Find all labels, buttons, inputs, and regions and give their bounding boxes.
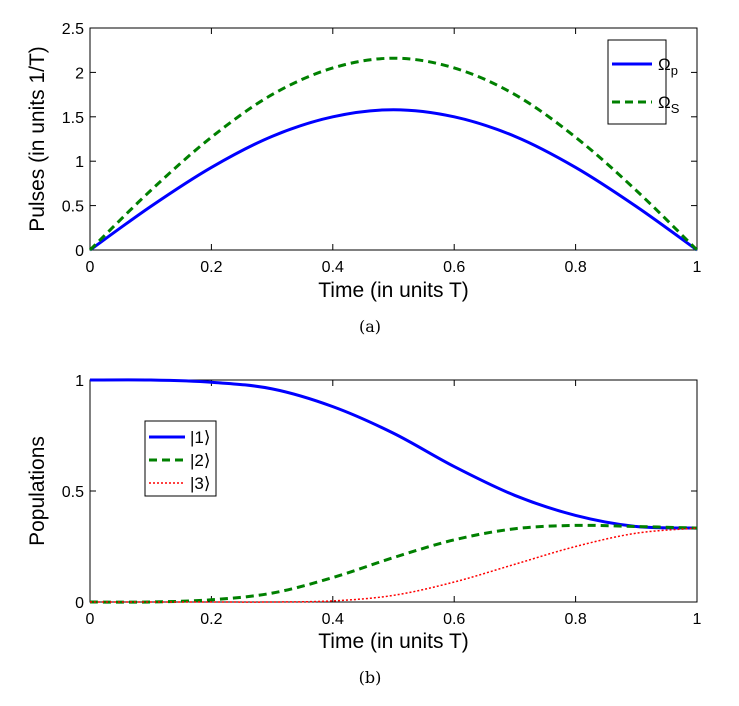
- panel-a-x-tick-label: 0: [86, 259, 95, 276]
- panel-b-y-tick-label: 1: [75, 373, 84, 390]
- panel-a-y-axis-label: Pulses (in units 1/T): [26, 46, 49, 232]
- panel-a-y-tick-label: 1: [75, 154, 84, 171]
- panel-a-y-tick-label: 2.5: [62, 21, 84, 38]
- panel-a-y-tick-label: 0.5: [62, 199, 84, 216]
- panel-b-legend-label: |1⟩: [190, 428, 211, 447]
- panel-a-x-tick-label: 0.4: [322, 259, 344, 276]
- panel-a: 0 0.2 0.4 0.6 0.8 1 0 0.5 1 1.5 2 2.5 Time (in units…: [26, 21, 702, 336]
- panel-a-plot-frame: [89, 27, 698, 251]
- panel-a-y-tick-label: 2: [75, 65, 84, 82]
- panel-a-x-tick-label: 0.8: [564, 259, 586, 276]
- panel-b-x-tick-label: 0.8: [564, 611, 586, 628]
- panel-b: 0 0.2 0.4 0.6 0.8 1 0 0.5 1 Time (in units T) Popu…: [26, 373, 702, 687]
- panel-a-x-tick-label: 0.2: [200, 259, 222, 276]
- panel-a-x-tick-label: 0.6: [443, 259, 465, 276]
- panel-a-caption: (a): [359, 317, 381, 336]
- panel-a-series-line-1: [89, 108, 698, 252]
- panel-b-x-tick-label: 0.4: [322, 611, 344, 628]
- panel-b-y-tick-label: 0: [75, 595, 84, 612]
- panel-a-legend-label: ΩS: [658, 93, 680, 116]
- panel-a-y-tick-label: 1.5: [62, 110, 84, 127]
- panel-b-x-tick-label: 0: [86, 611, 95, 628]
- panel-b-caption: (b): [359, 668, 382, 687]
- panel-b-x-axis-label: Time (in units T): [318, 630, 469, 653]
- panel-b-legend-label: |2⟩: [190, 451, 211, 470]
- panel-b-x-tick-label: 1: [693, 611, 702, 628]
- panel-b-x-tick-label: 0.2: [200, 611, 222, 628]
- panel-a-legend: Ωp ΩS: [607, 39, 680, 125]
- panel-b-y-tick-label: 0.5: [62, 484, 84, 501]
- panel-b-x-tick-label: 0.6: [443, 611, 465, 628]
- panel-b-series-line-2: [89, 523, 698, 604]
- panel-a-x-tick-label: 1: [693, 259, 702, 276]
- panel-a-x-axis-label: Time (in units T): [318, 279, 469, 302]
- panel-a-series-line-2: [88, 56, 699, 252]
- panel-b-legend-label: |3⟩: [190, 474, 211, 493]
- panel-a-legend-label: Ωp: [658, 55, 678, 78]
- panel-a-y-tick-label: 0: [75, 243, 84, 260]
- panel-a-legend-box: [607, 39, 667, 125]
- panel-b-legend: |1⟩ |2⟩ |3⟩: [144, 420, 217, 497]
- panel-b-y-axis-label: Populations: [26, 436, 49, 546]
- panel-b-series-line-1: [89, 378, 698, 530]
